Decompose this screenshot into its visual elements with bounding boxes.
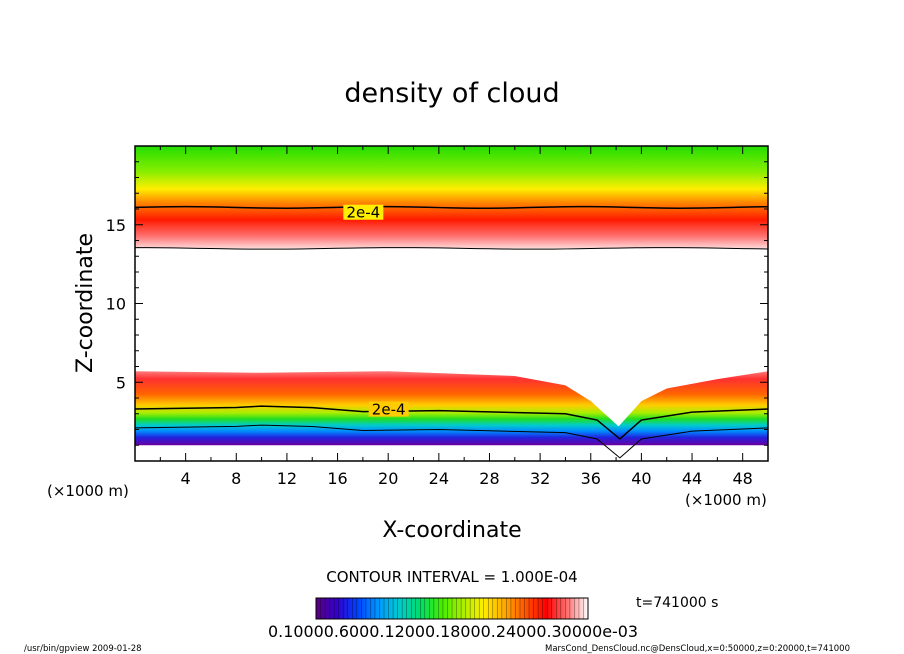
upper-cloud-band (135, 146, 768, 249)
x-tick-label: 48 (733, 469, 753, 488)
x-tick-label: 4 (181, 469, 191, 488)
plot-area (135, 146, 768, 461)
x-unit-label-left: (×1000 m) (47, 482, 129, 500)
chart-title: density of cloud (344, 78, 559, 109)
x-tick-label: 24 (429, 469, 449, 488)
x-axis-ticks: 4 8 12 16 20 24 28 32 36 40 44 48 (134, 146, 769, 488)
y-tick-label: 10 (106, 295, 126, 314)
contour-interval-label: CONTOUR INTERVAL = 1.000E-04 (326, 568, 577, 586)
x-tick-label: 36 (581, 469, 601, 488)
x-tick-label: 40 (631, 469, 651, 488)
contour-label-bg (343, 204, 384, 220)
x-tick-label: 8 (231, 469, 241, 488)
x-tick-label: 12 (277, 469, 297, 488)
y-tick-label: 15 (106, 216, 126, 235)
y-axis-ticks: 5 10 15 (106, 145, 768, 462)
x-unit-label-right: (×1000 m) (685, 491, 767, 509)
colorbar-tick-labels: 0.10000.6000.12000.18000.24000.30000e-03 (268, 622, 638, 641)
contour-label-bg (368, 401, 409, 417)
lower-contour-line (135, 405, 768, 440)
y-tick-label: 5 (116, 373, 126, 392)
footer-right: MarsCond_DensCloud.nc@DensCloud,x=0:5000… (545, 644, 850, 654)
lower-inner-contour-line (135, 424, 768, 459)
x-tick-label: 28 (479, 469, 499, 488)
colorbar-segment-lines (320, 598, 584, 619)
x-tick-label: 32 (530, 469, 550, 488)
x-tick-label: 16 (327, 469, 347, 488)
x-axis-label: X-coordinate (382, 518, 521, 543)
x-tick-label: 44 (682, 469, 702, 488)
contour-label: 2e-4 (346, 204, 380, 222)
x-tick-label: 20 (378, 469, 398, 488)
contour-labels: 2e-4 2e-4 (343, 204, 409, 419)
footer-left: /usr/bin/gpview 2009-01-28 (24, 644, 142, 654)
y-axis-label: Z-coordinate (73, 233, 98, 373)
time-label: t=741000 s (636, 595, 718, 611)
lower-cloud-band (135, 371, 768, 446)
upper-band-edge-line (135, 247, 768, 250)
upper-contour-line (135, 205, 768, 209)
contour-label: 2e-4 (372, 401, 406, 419)
colorbar (315, 597, 589, 620)
